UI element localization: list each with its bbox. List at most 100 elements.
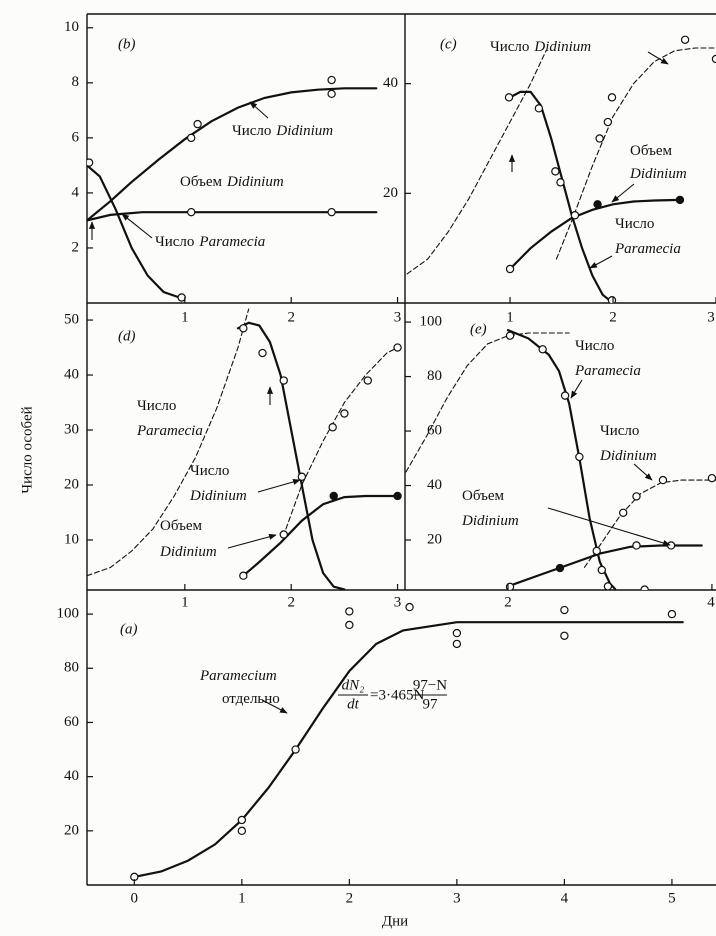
data-point — [329, 491, 338, 501]
x-tick-label: 1 — [181, 309, 189, 325]
annotation-italic: Didinium — [159, 544, 217, 560]
annotation-italic: Paramecia — [198, 234, 265, 250]
y-tick-label: 2 — [72, 239, 80, 255]
y-tick-label: 40 — [383, 75, 398, 91]
data-point — [405, 602, 414, 612]
data-point — [603, 582, 613, 590]
curve — [508, 90, 615, 303]
annotation: Paramecium — [199, 668, 277, 684]
data-point — [505, 264, 515, 274]
annotation-arrow — [121, 213, 153, 239]
panel — [130, 602, 684, 882]
data-point — [556, 178, 565, 187]
panel-label: (d) — [118, 328, 136, 344]
annotation-text: Число — [190, 463, 229, 479]
annotation: Объем Didinium — [180, 174, 284, 190]
data-point — [632, 492, 641, 501]
data-point — [327, 207, 336, 217]
data-point — [632, 541, 641, 550]
x-tick-label: 4 — [707, 594, 715, 610]
annotation-text: Объем — [462, 488, 505, 504]
data-point — [363, 376, 372, 385]
x-tick-label: 1 — [181, 594, 189, 610]
annotation-text: Число — [575, 338, 614, 354]
data-point — [680, 35, 690, 44]
data-point — [592, 546, 601, 556]
annotation-text: Объем — [630, 143, 673, 159]
annotation-text: Число — [232, 123, 271, 139]
curve — [508, 198, 682, 271]
data-point — [87, 158, 94, 167]
annotation: Paramecia — [574, 363, 641, 379]
y-tick-label: 20 — [64, 476, 79, 492]
data-point — [452, 628, 462, 638]
y-tick-label: 10 — [64, 531, 79, 547]
data-point — [239, 324, 248, 333]
annotation: Paramecia — [614, 241, 681, 257]
annotation-arrow — [589, 255, 613, 269]
y-tick-label: 80 — [64, 660, 79, 676]
y-tick-label: 60 — [64, 714, 79, 730]
annotation-text: Число — [615, 216, 654, 232]
curve — [583, 479, 716, 568]
y-tick-label: 20 — [427, 531, 442, 547]
data-point — [675, 195, 685, 205]
panel — [87, 308, 402, 590]
data-point — [560, 631, 569, 640]
annotation-italic: Paramecia — [614, 241, 681, 257]
data-point — [452, 639, 462, 649]
data-point — [551, 167, 560, 176]
annotation-arrow — [633, 463, 653, 481]
curve — [87, 164, 181, 299]
y-axis-label: Число особей — [19, 406, 35, 493]
x-tick-label: 1 — [238, 890, 246, 906]
curve — [87, 308, 250, 577]
data-point — [328, 423, 337, 432]
formula: 97 — [423, 696, 439, 712]
data-point — [555, 563, 565, 573]
panel-label: (a) — [120, 621, 138, 637]
panel-label: (e) — [470, 321, 487, 337]
panel — [405, 329, 716, 590]
curve — [242, 494, 399, 577]
data-point — [570, 211, 580, 220]
data-point — [237, 815, 247, 825]
annotation-arrow — [647, 51, 669, 65]
curve — [405, 332, 570, 473]
panel — [406, 35, 716, 303]
data-point — [575, 452, 584, 462]
data-point — [340, 409, 349, 418]
y-tick-label: 100 — [57, 606, 80, 622]
annotation-italic: Didinium — [189, 488, 247, 504]
annotation-italic: Paramecia — [574, 363, 641, 379]
data-point — [603, 117, 613, 127]
annotation-arrow — [547, 507, 671, 546]
data-point — [279, 530, 288, 539]
annotation-arrow — [570, 379, 583, 399]
curve — [87, 87, 378, 222]
annotation-italic: Didinium — [275, 123, 333, 139]
annotation: Didinium — [629, 166, 687, 182]
annotation-text: Число — [600, 423, 639, 439]
data-point — [327, 75, 336, 85]
x-tick-label: 2 — [287, 309, 295, 325]
x-tick-label: 3 — [707, 309, 715, 325]
curve — [285, 346, 399, 530]
annotation-text: отдельно — [222, 691, 280, 707]
formula: 97−N — [413, 677, 447, 693]
annotation: Didinium — [189, 488, 247, 504]
annotation-italic: Paramecia — [136, 423, 203, 439]
y-tick-label: 40 — [427, 477, 442, 493]
annotation: Число — [137, 398, 176, 414]
annotation-text: Объем — [160, 518, 203, 534]
annotation: Число Didinium — [490, 39, 591, 55]
annotation-arrow — [257, 478, 301, 493]
y-tick-label: 10 — [64, 19, 79, 35]
data-point — [193, 119, 202, 129]
annotation: Число Paramecia — [155, 234, 265, 250]
annotation-italic: Didinium — [533, 39, 591, 55]
annotation: Объем — [160, 518, 203, 534]
data-point — [538, 345, 547, 354]
x-tick-label: 1 — [506, 309, 514, 325]
